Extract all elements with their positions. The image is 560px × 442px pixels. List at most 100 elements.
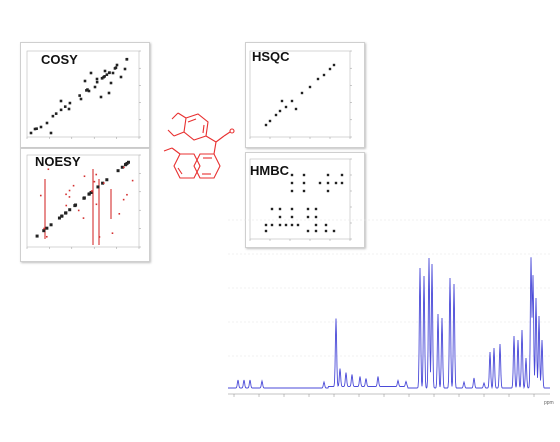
cross-peak <box>59 99 63 103</box>
cross-peak <box>268 119 272 123</box>
cross-peak <box>89 71 93 75</box>
cross-peak <box>68 101 72 105</box>
cross-peak <box>57 216 61 220</box>
plot-frame <box>249 50 351 138</box>
cross-peak <box>93 180 96 183</box>
cross-peak <box>83 175 86 178</box>
cross-peak <box>111 232 114 235</box>
cosy-plot <box>26 50 141 139</box>
cross-peak <box>39 125 43 129</box>
cross-peak <box>95 203 98 206</box>
cross-peak <box>322 73 326 77</box>
cross-peak <box>108 71 111 74</box>
cross-peak <box>270 207 274 211</box>
cross-peak <box>82 217 85 219</box>
cross-peak <box>68 189 71 192</box>
cross-peak <box>67 107 71 111</box>
cross-peak <box>64 211 68 215</box>
cross-peak <box>316 77 320 81</box>
cross-peak <box>89 190 93 194</box>
lower-ring-right <box>193 153 221 179</box>
cross-peak <box>314 229 318 233</box>
cross-peak <box>68 208 72 212</box>
cross-peak <box>68 196 71 198</box>
cross-peak <box>324 229 328 233</box>
cross-peak <box>278 215 282 219</box>
x-axis-unit-label: ppm <box>544 400 554 406</box>
cross-peak <box>79 97 83 101</box>
cross-peak <box>119 75 123 79</box>
cross-peak <box>63 105 67 108</box>
cross-peak <box>42 229 46 233</box>
cosy-title: COSY <box>41 52 78 67</box>
cross-peak <box>131 179 134 182</box>
hsqc-title: HSQC <box>252 49 290 64</box>
cross-peak <box>51 114 55 118</box>
cross-peak <box>73 204 77 208</box>
cross-peak <box>86 88 89 91</box>
cross-peak <box>39 194 42 197</box>
cross-peak <box>302 189 306 193</box>
cross-peak <box>300 91 304 95</box>
cross-peak <box>334 181 338 185</box>
cross-peak <box>59 108 63 112</box>
cross-peak <box>95 80 99 84</box>
cross-peak <box>308 85 312 89</box>
spectrum-trace <box>228 257 550 390</box>
noesy-plot <box>26 154 141 249</box>
cross-peak <box>284 223 288 227</box>
lower-ring-left <box>173 153 201 179</box>
cross-peak <box>49 223 53 227</box>
cross-peak <box>35 234 39 238</box>
cross-peak <box>324 223 328 227</box>
cross-peak <box>123 67 127 71</box>
cross-peak <box>65 204 68 207</box>
cross-peak <box>290 99 294 103</box>
cross-peak <box>49 131 53 135</box>
cross-peak <box>45 121 49 125</box>
hmbc-panel: HMBC <box>245 152 365 248</box>
upper-ring <box>183 113 209 141</box>
cross-peak <box>302 173 306 177</box>
cross-peak <box>302 181 306 185</box>
cross-peak <box>264 123 268 127</box>
cross-peak <box>105 178 109 182</box>
cross-peak <box>72 184 75 187</box>
cross-peak <box>54 112 58 115</box>
cross-peak <box>332 63 336 67</box>
cross-peak <box>113 67 117 70</box>
noesy-panel: NOESY <box>20 148 150 262</box>
cross-peak <box>274 113 278 117</box>
cross-peak <box>278 109 282 113</box>
hsqc-panel: HSQC <box>245 42 365 148</box>
cross-peak <box>101 181 105 185</box>
cross-peak <box>105 73 109 76</box>
cross-peak <box>284 105 288 109</box>
cross-peak <box>116 169 120 173</box>
cross-peak <box>60 214 64 218</box>
cross-peak <box>33 127 37 131</box>
plot-frame <box>26 154 140 248</box>
cross-peak <box>126 193 128 196</box>
cosy-panel: COSY <box>20 42 150 148</box>
cross-peak <box>103 69 107 73</box>
cross-peak <box>328 67 332 71</box>
cross-peak <box>296 223 300 227</box>
cross-peak <box>120 165 124 169</box>
cross-peak <box>340 181 344 185</box>
cross-peak <box>290 173 294 177</box>
cross-peak <box>264 223 268 227</box>
cross-peak <box>318 181 322 185</box>
cross-peak <box>122 198 125 201</box>
cross-peak <box>278 223 282 227</box>
cross-peak <box>87 192 91 196</box>
cross-peak <box>290 223 294 227</box>
cross-peak <box>306 229 310 233</box>
cross-peak <box>111 71 115 75</box>
cross-peak <box>78 94 81 97</box>
proton-nmr-spectrum: ppm <box>228 219 554 406</box>
cross-peak <box>118 213 121 215</box>
cross-peak <box>314 207 318 211</box>
cross-peak <box>93 85 97 89</box>
cross-peak <box>306 207 310 211</box>
